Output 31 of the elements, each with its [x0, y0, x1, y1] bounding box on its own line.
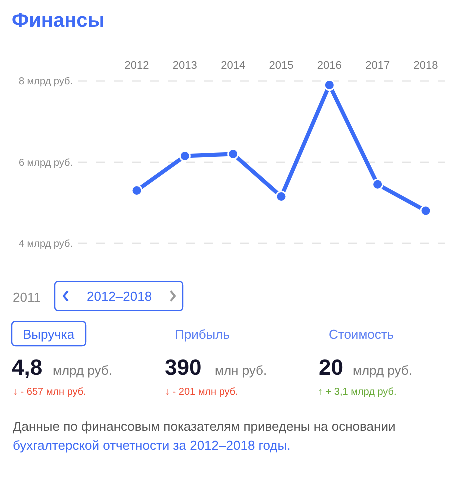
point: [420, 205, 432, 217]
chart-title: Финансы: [12, 10, 105, 32]
x-tick-label: 2014: [221, 60, 246, 72]
x-tick-label: 2016: [317, 60, 342, 72]
text: бухгалтерской отчетности за 2012–2018 годы.: [13, 438, 291, 453]
point: [324, 80, 336, 92]
x-tick-label: 2013: [172, 60, 198, 72]
x-tick-label: 2017: [366, 60, 390, 72]
text: 2011: [13, 290, 41, 305]
text: 4,8: [12, 355, 43, 380]
point: [131, 184, 143, 196]
text: 20: [319, 355, 344, 380]
text: млн руб.: [215, 363, 268, 378]
text: Выручка: [23, 327, 76, 342]
x-tick-label: 2015: [269, 60, 294, 72]
y-tick-label: 4 млрд руб.: [18, 238, 73, 250]
text: ↓ - 201 млн руб.: [165, 387, 238, 398]
text: Прибыль: [175, 327, 230, 342]
text: ↓ - 657 млн руб.: [13, 387, 86, 398]
text: Данные по финансовым показателям приведены на основании: [13, 419, 396, 434]
text: 2012–2018: [87, 289, 152, 304]
text: ↑ + 3,1 млрд руб.: [318, 387, 397, 398]
text: млрд руб.: [53, 363, 112, 378]
x-tick-label: 2018: [414, 60, 438, 72]
y-tick-label: 6 млрд руб.: [18, 158, 73, 169]
point: [372, 178, 384, 190]
text: Стоимость: [329, 327, 394, 342]
y-tick-label: 8 млрд руб.: [18, 76, 73, 88]
text: млрд руб.: [353, 363, 412, 378]
x-tick-label: 2012: [124, 60, 150, 72]
text: 390: [165, 355, 202, 380]
